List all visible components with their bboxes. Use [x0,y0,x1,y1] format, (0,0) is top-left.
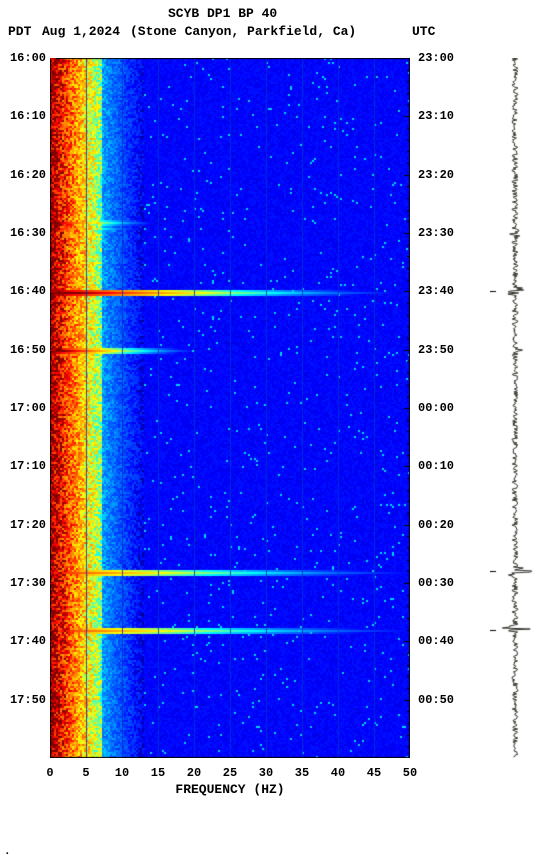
yaxis-left-tick-label: 16:10 [2,109,46,123]
yaxis-right-tick-label: 23:00 [418,51,454,65]
yaxis-right-tick-label: 23:30 [418,226,454,240]
xaxis-tick-label: 20 [187,766,201,780]
yaxis-left-tick-label: 16:00 [2,51,46,65]
yaxis-left-tick-label: 17:20 [2,518,46,532]
yaxis-right-tick-label: 23:10 [418,109,454,123]
yaxis-left-tick-label: 16:30 [2,226,46,240]
yaxis-right-tick-label: 00:30 [418,576,454,590]
yaxis-right-tick-label: 00:40 [418,634,454,648]
waveform-canvas [490,58,540,758]
tz-right-label: UTC [412,24,435,39]
xaxis-tick-label: 40 [331,766,345,780]
xaxis-tick-label: 10 [115,766,129,780]
yaxis-right-tick-label: 00:00 [418,401,454,415]
xaxis-title: FREQUENCY (HZ) [175,782,284,797]
yaxis-left-tick-label: 17:30 [2,576,46,590]
chart-title: SCYB DP1 BP 40 [168,6,552,21]
yaxis-right-tick-label: 00:20 [418,518,454,532]
yaxis-left-tick-label: 16:40 [2,284,46,298]
yaxis-left-tick-label: 17:50 [2,693,46,707]
yaxis-right-tick-label: 23:20 [418,168,454,182]
xaxis-tick-label: 35 [295,766,309,780]
yaxis-right-tick-label: 00:10 [418,459,454,473]
yaxis-right-tick-label: 00:50 [418,693,454,707]
yaxis-right-tick-label: 23:50 [418,343,454,357]
yaxis-left-tick-label: 17:10 [2,459,46,473]
xaxis-tick-label: 5 [82,766,89,780]
yaxis-left-tick-label: 17:40 [2,634,46,648]
yaxis-right-tick-label: 23:40 [418,284,454,298]
yaxis-left-tick-label: 16:50 [2,343,46,357]
date-label: Aug 1,2024 [42,24,120,39]
xaxis-tick-label: 30 [259,766,273,780]
spectrogram-canvas [50,58,410,758]
xaxis-tick-label: 50 [403,766,417,780]
xaxis-tick-label: 15 [151,766,165,780]
tz-left-label: PDT [8,24,31,39]
location-label: (Stone Canyon, Parkfield, Ca) [130,24,356,39]
footer-mark: . [4,846,11,858]
yaxis-left-tick-label: 17:00 [2,401,46,415]
xaxis-tick-label: 45 [367,766,381,780]
xaxis-tick-label: 0 [46,766,53,780]
yaxis-left-tick-label: 16:20 [2,168,46,182]
xaxis-tick-label: 25 [223,766,237,780]
